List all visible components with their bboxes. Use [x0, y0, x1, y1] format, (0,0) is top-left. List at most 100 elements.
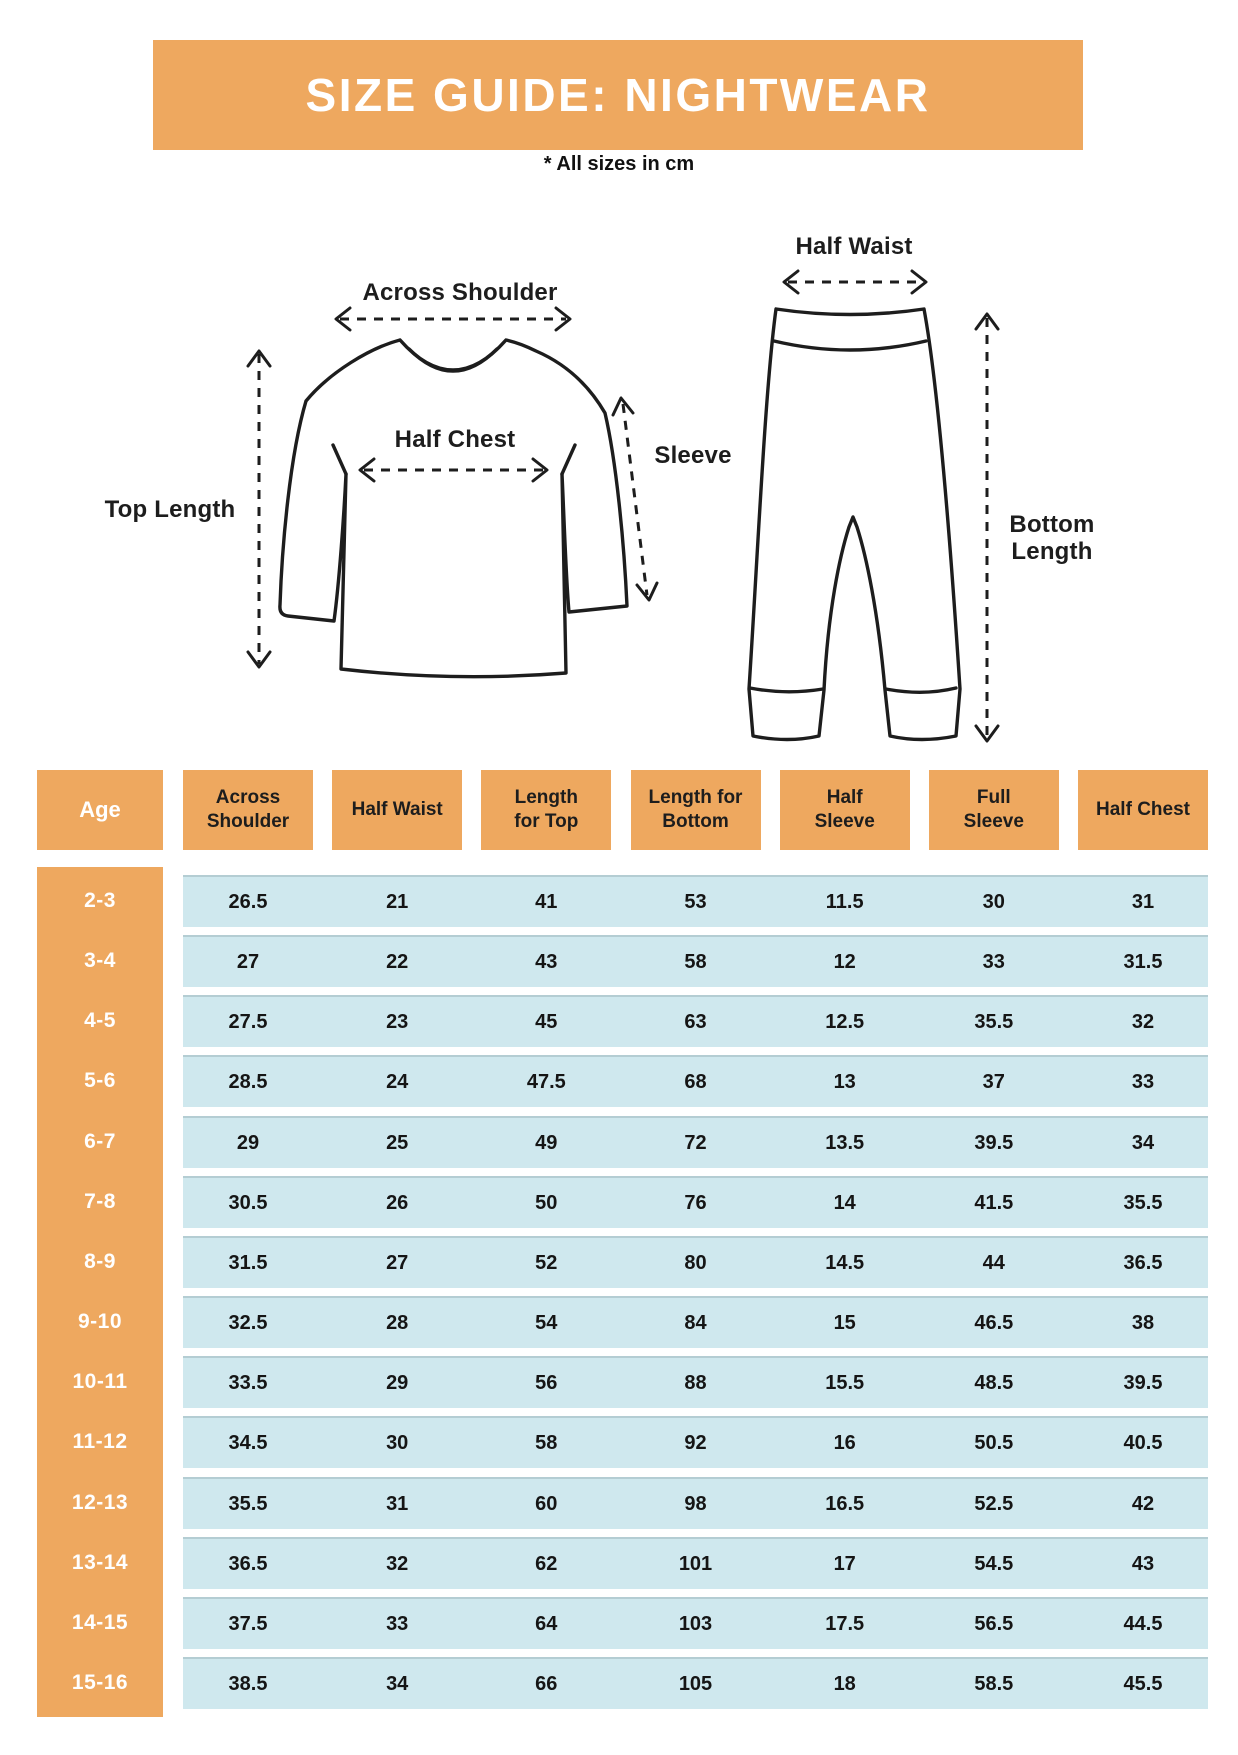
across-shoulder-label: Across Shoulder	[362, 279, 558, 306]
table-cell: 34	[1131, 1131, 1155, 1154]
table-cell: 26	[386, 1191, 409, 1214]
table-cell: 15.5	[825, 1372, 865, 1395]
table-cell: 56	[535, 1372, 558, 1395]
table-cell: 42	[1131, 1492, 1155, 1515]
table-cell: 22	[386, 951, 409, 974]
table-cell: 101	[678, 1552, 713, 1575]
half-chest-label: Half Chest	[394, 426, 516, 453]
table-cell: 38.5	[228, 1672, 268, 1695]
arrowheads	[246, 269, 1000, 743]
age-label: 3-4	[84, 949, 116, 973]
table-cell: 32	[1131, 1011, 1155, 1034]
table-row: 32.5 28 54 84 15 46.5 38	[183, 1296, 1208, 1349]
column-header-3: Length for Top	[481, 770, 612, 850]
table-row: 35.5 31 60 98 16.5 52.5 42	[183, 1476, 1208, 1529]
sleeve-label: Sleeve	[654, 442, 732, 469]
table-cell: 44.5	[1123, 1612, 1163, 1635]
table-cell: 88	[684, 1372, 707, 1395]
table-cell: 54	[535, 1312, 558, 1335]
table-cell: 72	[684, 1131, 707, 1154]
table-cell: 12	[833, 951, 856, 974]
table-cell: 98	[684, 1492, 707, 1515]
table-row: 33.5 29 56 88 15.5 48.5 39.5	[183, 1356, 1208, 1409]
table-cell: 103	[678, 1612, 713, 1635]
table-row: 37.5 33 64 103 17.5 56.5 44.5	[183, 1596, 1208, 1649]
table-cell: 49	[535, 1131, 558, 1154]
table-cell: 38	[1131, 1312, 1155, 1335]
table-cell: 25	[386, 1131, 409, 1154]
title-banner: SIZE GUIDE: NIGHTWEAR	[153, 40, 1083, 150]
armpit-crease-right	[560, 443, 577, 476]
table-cell: 56.5	[974, 1612, 1014, 1635]
table-cell: 64	[535, 1612, 558, 1635]
age-label: 4-5	[84, 1009, 116, 1033]
units-note: * All sizes in cm	[543, 153, 695, 175]
table-cell: 105	[678, 1672, 713, 1695]
table-cell: 29	[236, 1131, 260, 1154]
table-cell: 37	[982, 1071, 1005, 1094]
table-cell: 34	[386, 1672, 409, 1695]
table-cell: 31	[386, 1492, 409, 1515]
table-cell: 36.5	[228, 1552, 268, 1575]
table-cell: 47.5	[526, 1071, 566, 1094]
table-cell: 13.5	[825, 1131, 865, 1154]
age-label: 14-15	[71, 1610, 129, 1634]
table-cell: 30.5	[228, 1191, 268, 1214]
table-cell: 28.5	[228, 1071, 268, 1094]
age-label: 9-10	[77, 1310, 123, 1334]
table-cell: 48.5	[974, 1372, 1014, 1395]
sleeve-arrow-line	[621, 403, 649, 596]
table-row: 26.5 21 41 53 11.5 30 31	[183, 875, 1208, 927]
table-cell: 13	[833, 1071, 856, 1094]
table-cell: 11.5	[825, 891, 864, 913]
table-cell: 35.5	[974, 1011, 1014, 1034]
table-cell: 46.5	[974, 1312, 1014, 1335]
table-cell: 41	[535, 891, 558, 913]
column-header-7: Half Chest	[1078, 770, 1208, 850]
column-header-1: Across Shoulder	[183, 770, 313, 850]
table-cell: 53	[684, 891, 707, 913]
table-cell: 62	[535, 1552, 558, 1575]
table-cell: 14	[833, 1191, 856, 1214]
age-label: 8-9	[84, 1249, 116, 1273]
age-label: 12-13	[71, 1490, 129, 1514]
age-label: 10-11	[72, 1370, 128, 1394]
table-cell: 36.5	[1123, 1251, 1163, 1274]
table-cell: 17	[833, 1552, 856, 1575]
table-cell: 66	[535, 1672, 558, 1695]
age-label: 15-16	[71, 1670, 129, 1694]
age-label: 5-6	[84, 1069, 116, 1093]
table-row: 27 22 43 58 12 33 31.5	[183, 935, 1208, 988]
waistband-line	[772, 339, 928, 352]
page-title: SIZE GUIDE: NIGHTWEAR	[305, 69, 931, 121]
table-row: 30.5 26 50 76 14 41.5 35.5	[183, 1175, 1208, 1228]
table-row: 27.5 23 45 63 12.5 35.5 32	[183, 995, 1208, 1048]
table-cell: 50.5	[974, 1432, 1014, 1455]
half-waist-label: Half Waist	[795, 233, 913, 260]
table-cell: 58.5	[974, 1672, 1014, 1695]
cuff-line-left-leg	[748, 686, 825, 694]
age-column: 2-3 3-4 4-5 5-6 6-7 7-8 8-9 9-10 10-11 11-12 12-13…	[37, 867, 163, 1717]
table-cell: 33.5	[228, 1372, 268, 1395]
collar-inner-line	[407, 347, 499, 373]
column-header-5: Half Sleeve	[779, 770, 910, 850]
table-cell: 28	[386, 1312, 409, 1335]
age-label: 7-8	[84, 1189, 116, 1213]
table-cell: 30	[386, 1432, 409, 1455]
table-cell: 27.5	[228, 1011, 268, 1034]
column-header-age: Age	[37, 770, 163, 850]
age-label: 2-3	[84, 889, 116, 912]
armpit-crease-left	[331, 443, 348, 476]
table-cell: 40.5	[1123, 1432, 1163, 1455]
table-cell: 29	[386, 1372, 409, 1395]
table-cell: 92	[684, 1432, 707, 1455]
table-cell: 35.5	[228, 1492, 268, 1515]
column-header-2: Half Waist	[332, 770, 463, 850]
bottom-length-label: Bottom Length	[1009, 511, 1095, 565]
table-cell: 39.5	[1123, 1372, 1163, 1395]
age-label: 11-12	[72, 1430, 128, 1454]
table-cell: 68	[684, 1071, 707, 1094]
column-header-4: Length for Bottom	[630, 770, 761, 850]
